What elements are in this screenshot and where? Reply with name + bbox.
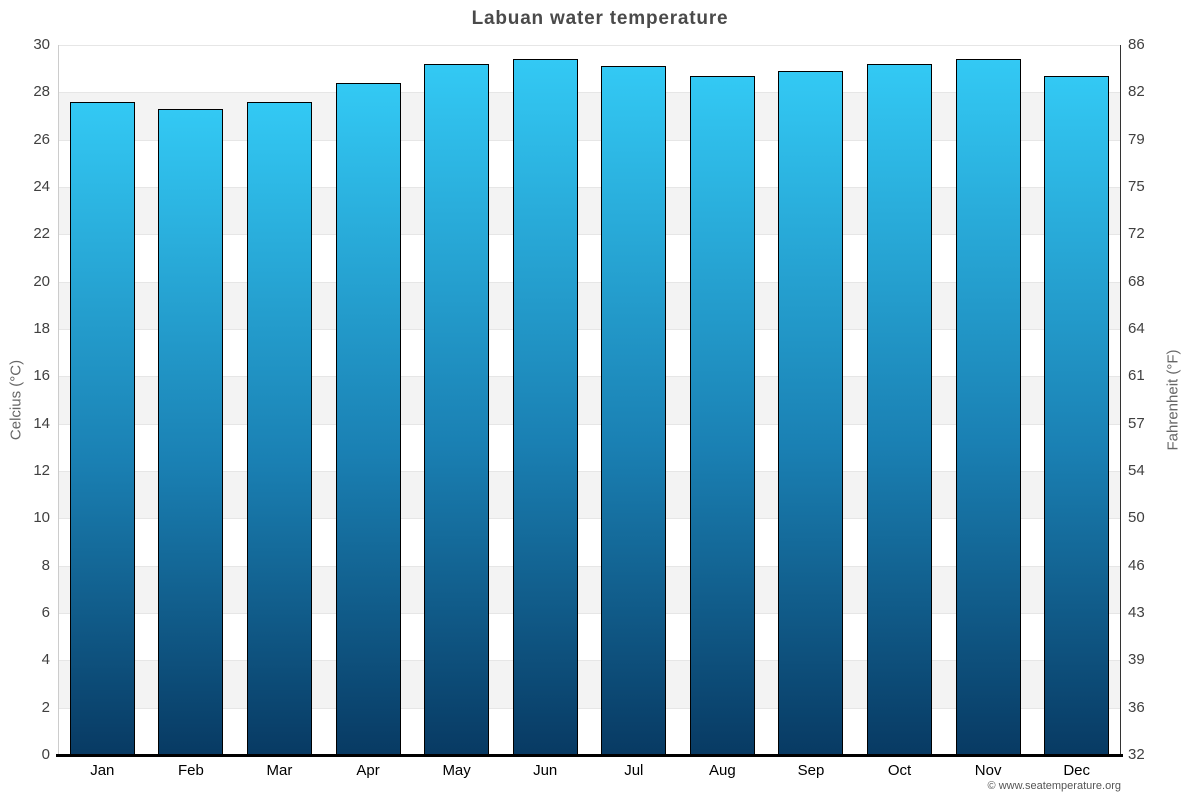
celsius-tick-label: 16 [33,367,50,385]
fahrenheit-tick-label: 39 [1128,651,1145,669]
x-tick-label-aug: Aug [709,762,736,779]
watermark: © www.seatemperature.org [987,780,1121,792]
x-tick-label-jun: Jun [533,762,558,779]
celsius-tick-label: 20 [33,272,50,290]
plot-area [58,45,1121,755]
bar-mar [246,101,312,755]
fahrenheit-tick-label: 50 [1128,509,1145,527]
fahrenheit-tick-label: 61 [1128,367,1145,385]
fahrenheit-axis-line [1120,45,1121,755]
bar-may [424,63,490,755]
x-tick-label-feb: Feb [177,762,204,779]
gridline [59,613,1120,614]
bar-jun [512,59,578,755]
gridline [59,471,1120,472]
fahrenheit-tick-label: 79 [1128,130,1145,148]
gridline [59,281,1120,283]
celsius-tick-label: 30 [33,36,50,53]
x-axis-line [56,753,1123,757]
gridline [59,92,1120,94]
bar-nov [955,59,1021,755]
fahrenheit-tick-label: 46 [1128,556,1145,574]
celsius-tick-label: 12 [33,462,50,479]
x-tick-label-apr: Apr [356,762,380,779]
fahrenheit-tick-label: 36 [1128,698,1145,716]
x-tick-label-dec: Dec [1063,762,1091,779]
celsius-tick-label: 26 [33,130,50,148]
fahrenheit-tick-label: 57 [1128,414,1145,432]
bar-oct [867,63,933,755]
plot-band [59,376,1120,424]
x-tick-label-jul: Jul [624,762,644,779]
celsius-axis-line [58,45,59,755]
plot-band [59,565,1120,613]
bar-dec [1044,75,1110,755]
gridline [59,518,1120,520]
plot-band [59,281,1120,329]
gridline [59,707,1120,709]
gridline [59,423,1120,425]
x-tick-label-sep: Sep [797,762,825,779]
celsius-tick-label: 6 [41,604,50,621]
fahrenheit-tick-label: 54 [1128,462,1145,479]
bar-apr [335,82,401,755]
gridline [59,376,1120,378]
x-tick-label-mar: Mar [266,762,293,779]
celsius-tick-label: 14 [33,414,50,432]
fahrenheit-tick-label: 64 [1128,320,1145,337]
celsius-tick-label: 24 [33,178,50,195]
gridline [59,187,1120,188]
fahrenheit-tick-label: 32 [1128,746,1145,763]
plot-band [59,92,1120,140]
celsius-tick-label: 2 [41,698,50,716]
fahrenheit-tick-label: 75 [1128,178,1145,195]
celsius-tick-label: 18 [33,320,50,337]
gridline [59,139,1120,141]
bar-feb [158,108,224,755]
plot-band [59,471,1120,519]
bar-jul [601,66,667,755]
bar-jan [69,101,135,755]
celsius-tick-label: 28 [33,83,50,101]
chart-title: Labuan water temperature [471,8,729,29]
gridline [59,565,1120,567]
celsius-tick-label: 10 [33,509,50,527]
celsius-tick-label: 0 [41,746,50,763]
gridline [59,329,1120,330]
fahrenheit-axis-title: Fahrenheit (°F) [1164,349,1182,451]
x-tick-label-jan: Jan [90,762,115,779]
fahrenheit-tick-label: 86 [1128,36,1145,53]
fahrenheit-tick-label: 68 [1128,272,1145,290]
fahrenheit-tick-label: 72 [1128,225,1145,243]
bar-sep [778,71,844,755]
fahrenheit-tick-label: 43 [1128,604,1145,621]
bar-aug [689,75,755,755]
celsius-tick-label: 8 [41,556,50,574]
x-tick-label-nov: Nov [974,762,1002,779]
gridline [59,45,1120,46]
gridline [59,660,1120,662]
gridline [59,234,1120,236]
plot-band [59,660,1120,708]
fahrenheit-tick-label: 82 [1128,83,1145,101]
x-tick-label-may: May [442,762,471,779]
plot-band [59,187,1120,235]
celsius-tick-label: 4 [41,651,50,669]
celsius-tick-label: 22 [33,225,50,243]
x-tick-label-oct: Oct [887,762,912,779]
